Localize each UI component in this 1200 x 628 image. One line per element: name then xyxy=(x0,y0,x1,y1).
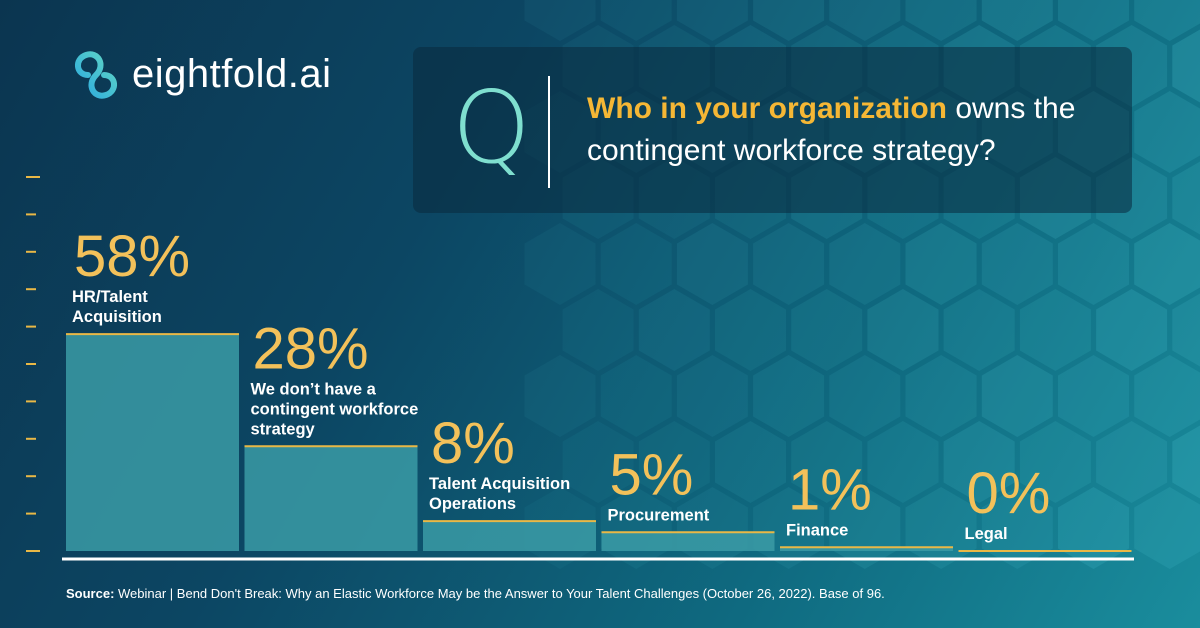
category-label-line: Acquisition xyxy=(72,308,162,326)
category-label: We don’t have a contingent workforce strat… xyxy=(251,380,419,438)
hexagon-shape xyxy=(867,289,939,371)
hexagon-shape xyxy=(1134,91,1200,173)
infinity-logo-icon xyxy=(75,51,117,99)
hexagon-shape xyxy=(715,289,786,371)
hexagon-shape xyxy=(981,487,1053,569)
bar xyxy=(423,521,596,551)
hexagon-shape xyxy=(562,289,634,371)
hexagon-shape xyxy=(562,421,634,503)
hexagon-shape xyxy=(524,0,596,41)
hexagon-shape xyxy=(524,355,596,437)
source-text: Webinar | Bend Don't Break: Why an Elast… xyxy=(114,586,885,601)
hexagon-shape xyxy=(791,421,863,503)
category-label-line: Legal xyxy=(965,525,1008,543)
eightfold-logo: eightfold.ai xyxy=(68,44,331,104)
hexagon-shape xyxy=(676,355,748,437)
bar xyxy=(601,532,775,551)
hexagon-shape xyxy=(1134,487,1200,569)
hexagon-shape xyxy=(1172,161,1200,235)
source-note: Source: Webinar | Bend Don't Break: Why … xyxy=(66,586,885,601)
hexagon-shape xyxy=(600,0,672,41)
hexagon-shape xyxy=(1134,223,1200,305)
hexagon-shape xyxy=(791,289,863,371)
hexagon-shape xyxy=(600,355,672,437)
hexagon-shape xyxy=(1096,289,1168,371)
hexagon-shape xyxy=(753,223,825,305)
bar xyxy=(66,334,239,551)
question-divider xyxy=(548,76,550,188)
hexagon-shape xyxy=(905,355,977,437)
source-label: Source: xyxy=(66,586,115,601)
hexagon-shape xyxy=(638,289,710,371)
category-label: Legal xyxy=(965,525,1008,543)
hexagon-shape xyxy=(753,0,825,41)
hexagon-shape xyxy=(1096,421,1168,503)
hexagon-shape xyxy=(715,421,786,503)
hexagon-shape xyxy=(753,355,825,437)
hexagon-shape xyxy=(1172,293,1200,367)
category-label: Finance xyxy=(786,521,848,539)
question-text: Who in your organization owns the contin… xyxy=(587,88,1107,172)
hexagon-shape xyxy=(829,355,901,437)
category-label-line: strategy xyxy=(251,420,316,438)
bar-chart: 58%HR/Talent Acquisition 28%We don’t have … xyxy=(26,176,1134,561)
category-label-line: HR/Talent xyxy=(72,288,148,306)
hexagon-shape xyxy=(1172,425,1200,499)
bar xyxy=(780,547,953,551)
hexagon-shape xyxy=(600,223,672,305)
question-highlight: Who in your organization xyxy=(587,92,947,125)
value-label: 8% xyxy=(431,411,515,476)
category-label-line: Finance xyxy=(786,521,848,539)
hexagon-shape xyxy=(905,223,977,305)
value-label: 0% xyxy=(967,461,1051,526)
hexagon-shape xyxy=(1058,0,1129,41)
hexagon-shape xyxy=(524,223,596,305)
hexagon-shape xyxy=(1058,487,1129,569)
hexagon-shape xyxy=(1019,289,1091,371)
category-label-line: We don’t have a xyxy=(251,380,377,398)
hexagon-shape xyxy=(943,289,1015,371)
hexagon-shape xyxy=(1134,0,1200,41)
hexagon-shape xyxy=(638,421,710,503)
brand-name: eightfold.ai xyxy=(132,51,332,96)
question-panel xyxy=(413,47,1132,213)
hexagon-shape xyxy=(1058,355,1129,437)
question-letter: Q xyxy=(452,69,531,186)
hexagon-shape xyxy=(1058,223,1129,305)
hexagon-shape xyxy=(1172,29,1200,103)
hexagon-shape xyxy=(1019,421,1091,503)
question-rest: owns the contingent workforce strategy? xyxy=(587,92,1076,167)
hexagon-shape xyxy=(981,355,1053,437)
category-label-line: contingent workforce xyxy=(251,400,419,418)
category-label-line: Procurement xyxy=(608,506,710,524)
hexagon-shape xyxy=(943,421,1015,503)
category-label-line: Operations xyxy=(429,495,516,513)
value-label: 28% xyxy=(253,316,369,381)
hexagon-shape xyxy=(905,0,977,41)
hexagon-shape xyxy=(867,421,939,503)
category-label: Talent Acquisition Operations xyxy=(429,475,570,513)
hexagon-shape xyxy=(1134,355,1200,437)
hexagon-shape xyxy=(676,223,748,305)
value-label: 5% xyxy=(610,442,694,507)
category-label: HR/Talent Acquisition xyxy=(72,288,162,326)
category-label-line: Talent Acquisition xyxy=(429,475,570,493)
hexagon-shape xyxy=(676,0,748,41)
hexagon-shape xyxy=(829,223,901,305)
value-label: 1% xyxy=(788,457,872,522)
hexagon-shape xyxy=(981,223,1053,305)
bar xyxy=(244,446,418,551)
category-label: Procurement xyxy=(608,506,710,524)
hexagon-shape xyxy=(981,0,1053,41)
value-label: 58% xyxy=(74,224,190,289)
hexagon-shape xyxy=(829,0,901,41)
